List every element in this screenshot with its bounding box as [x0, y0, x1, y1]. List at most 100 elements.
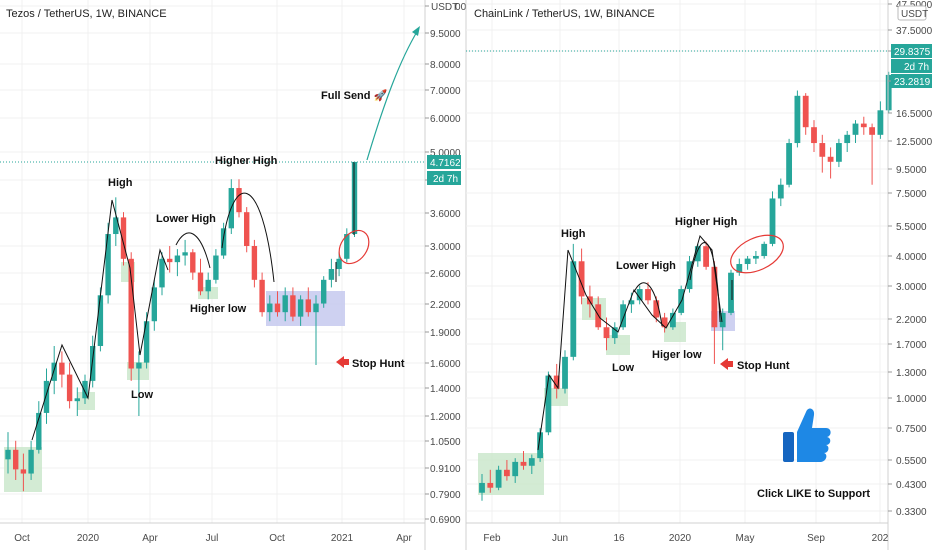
right-countdown-value: 2d 7h — [904, 62, 929, 73]
candle-body — [794, 95, 801, 144]
y-tick-label: 0.3300 — [896, 507, 927, 518]
candle-body — [570, 261, 577, 357]
candle-body — [197, 272, 204, 292]
candle-body — [151, 287, 157, 322]
y-tick-label: 8.0000 — [430, 60, 461, 71]
left-breakout-circle — [338, 229, 370, 265]
candle-body — [736, 264, 743, 273]
candle-body — [835, 143, 842, 162]
candle-body — [819, 143, 826, 157]
right-time-axis[interactable]: Feb Jun 16 2020 May Sep 202 — [483, 533, 888, 544]
right-annotation-higher-high: Higher High — [675, 216, 738, 228]
left-currency-label: USDT — [431, 2, 458, 13]
candle-body — [852, 123, 859, 135]
candle-body — [777, 184, 784, 199]
y-tick-label: 2.2000 — [430, 300, 461, 311]
y-tick-label: 0.9100 — [430, 464, 461, 475]
candle-body — [553, 375, 560, 389]
candle-body — [586, 296, 593, 305]
y-tick-label: 1.3000 — [896, 368, 927, 379]
left-low-zone-1 — [77, 392, 95, 410]
y-tick-label: 16.5000 — [896, 109, 932, 120]
candle-body — [20, 469, 27, 474]
left-chart-pane[interactable]: Tezos / TetherUS, 1W, BINANCE High Low L… — [0, 0, 467, 550]
left-currency-badge[interactable] — [429, 0, 455, 12]
candle-body — [167, 258, 173, 263]
right-stop-hunt-arrow: Stop Hunt — [720, 358, 790, 372]
candle-body — [74, 398, 80, 402]
y-tick-label: 9.5000 — [896, 165, 927, 176]
left-annotation-higher-low: Higher low — [190, 303, 247, 315]
right-price-tags: 29.8375 2d 7h 23.2819 — [891, 44, 932, 88]
right-countdown-bg — [891, 59, 932, 73]
left-annotation-high: High — [108, 177, 133, 189]
y-tick-label: 5.5000 — [896, 222, 927, 233]
candle-body — [628, 300, 635, 305]
y-tick-label: 0.7500 — [896, 424, 927, 435]
left-higher-high-arc — [221, 192, 275, 283]
like-button[interactable]: Click LIKE to Support — [757, 408, 870, 500]
y-tick-label: 5.0000 — [430, 148, 461, 159]
left-time-axis[interactable]: Oct 2020 Apr Jul Oct 2021 Apr — [14, 533, 412, 544]
x-tick-label: 2020 — [77, 533, 100, 544]
y-tick-label: 7.5000 — [896, 189, 927, 200]
y-tick-label: 6.0000 — [430, 114, 461, 125]
y-tick-label: 7.0000 — [430, 86, 461, 97]
candle-body — [59, 362, 65, 375]
candle-body — [703, 246, 710, 267]
right-swing-line — [537, 234, 723, 451]
y-tick-label: 2.6000 — [430, 269, 461, 280]
candle-body — [267, 303, 273, 313]
candle-body — [328, 269, 335, 280]
right-drawings — [466, 50, 888, 451]
right-title: ChainLink / TetherUS, 1W, BINANCE — [474, 8, 655, 20]
left-annotation-stop-hunt: Stop Hunt — [352, 358, 405, 370]
candle-body — [578, 261, 585, 297]
candle-body — [653, 300, 660, 318]
candle-body — [786, 143, 793, 185]
right-chart-pane[interactable]: ChainLink / TetherUS, 1W, BINANCE High L… — [465, 0, 932, 550]
candle-body — [528, 458, 535, 466]
y-tick-label: 1.6000 — [430, 359, 461, 370]
candle-body — [297, 299, 304, 317]
candle-body — [36, 412, 42, 450]
x-tick-label: 202 — [872, 533, 889, 544]
y-tick-label: 1.0500 — [430, 437, 461, 448]
y-tick-label: 37.5000 — [896, 26, 932, 37]
y-tick-label: 12.5000 — [896, 137, 932, 148]
left-annotation-higher-high: Higher High — [215, 155, 278, 167]
y-tick-label: 1.2000 — [430, 412, 461, 423]
candle-body — [869, 127, 876, 135]
candle-body — [251, 246, 258, 280]
right-low-zone — [606, 335, 630, 355]
x-tick-label: 2021 — [331, 533, 354, 544]
candle-body — [802, 95, 809, 128]
y-tick-label: 1.9000 — [430, 328, 461, 339]
candle-body — [811, 127, 817, 144]
left-countdown-bg — [427, 171, 461, 185]
candle-body — [66, 374, 73, 402]
y-tick-label: 2.2000 — [896, 315, 927, 326]
like-label: Click LIKE to Support — [757, 488, 870, 500]
right-currency-label: USDT — [901, 9, 928, 20]
right-stop-hunt-arrow-icon — [720, 358, 733, 370]
candle-body — [885, 74, 892, 111]
candle-body — [159, 258, 165, 288]
candle-body — [495, 469, 502, 488]
candle-body — [282, 295, 288, 313]
left-price-axis[interactable]: 14.00009.50008.00007.00006.00005.00004.2… — [425, 2, 467, 526]
right-price-tag-value: 23.2819 — [894, 77, 931, 88]
y-tick-label: 0.4300 — [896, 480, 927, 491]
right-currency-badge[interactable] — [897, 5, 927, 21]
x-tick-label: May — [736, 533, 755, 544]
right-annotation-lower-high: Lower High — [616, 260, 676, 272]
y-tick-label: 0.7900 — [430, 490, 461, 501]
candle-body — [344, 234, 350, 259]
candle-body — [90, 346, 96, 381]
left-title: Tezos / TetherUS, 1W, BINANCE — [6, 8, 167, 20]
left-full-send-arrowhead — [412, 26, 420, 36]
candle-body — [28, 449, 34, 474]
candle-body — [545, 375, 552, 433]
x-tick-label: Oct — [269, 533, 285, 544]
